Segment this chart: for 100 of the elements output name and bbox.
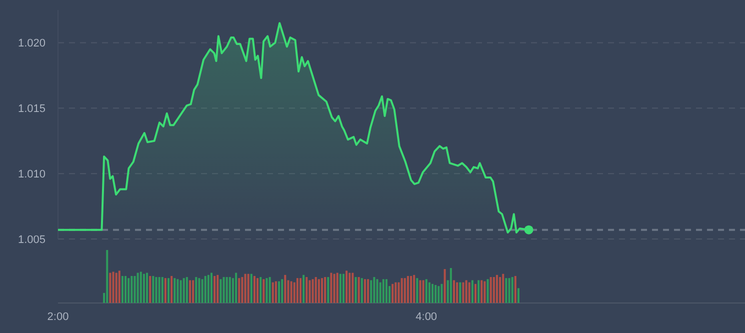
- bar: [222, 277, 225, 303]
- bar: [308, 280, 311, 303]
- bar: [268, 277, 271, 303]
- bar: [164, 278, 166, 303]
- y-tick-label: 1.005: [18, 234, 46, 246]
- bar: [220, 279, 222, 303]
- bar: [192, 280, 194, 303]
- bar: [210, 272, 212, 303]
- bar: [490, 277, 492, 303]
- bar: [250, 274, 252, 303]
- bar: [142, 274, 145, 303]
- bar: [480, 280, 483, 303]
- bar: [379, 282, 382, 303]
- bar: [201, 279, 204, 303]
- bar: [195, 277, 198, 303]
- bar: [204, 276, 206, 303]
- bar: [508, 278, 510, 303]
- bar: [146, 272, 148, 303]
- y-tick-label: 1.015: [18, 102, 46, 115]
- bar: [214, 276, 216, 303]
- bar: [404, 278, 406, 303]
- bar: [136, 272, 139, 303]
- bar: [189, 280, 192, 303]
- bar: [314, 277, 317, 303]
- bar: [505, 278, 508, 303]
- bar: [354, 277, 357, 303]
- bar: [168, 278, 170, 303]
- bar: [484, 281, 486, 303]
- bar: [296, 278, 298, 303]
- y-tick-label: 1.010: [18, 168, 46, 180]
- bar: [413, 274, 416, 303]
- bar: [300, 278, 302, 303]
- bar: [502, 274, 504, 303]
- bar: [336, 272, 338, 303]
- bar: [432, 284, 434, 303]
- bar: [342, 274, 344, 303]
- bar: [496, 274, 498, 303]
- x-tick-label: 4:00: [416, 311, 438, 323]
- bar: [471, 280, 474, 303]
- bar: [174, 278, 176, 303]
- bar: [352, 272, 354, 303]
- bar: [216, 274, 219, 303]
- bar: [186, 277, 188, 303]
- bar: [400, 278, 403, 303]
- bar: [115, 272, 118, 303]
- bar: [244, 274, 246, 303]
- bar: [256, 278, 259, 303]
- bar: [306, 277, 308, 303]
- bar: [392, 284, 394, 303]
- bar: [118, 270, 120, 303]
- bar: [238, 278, 240, 303]
- bar: [462, 282, 464, 303]
- x-tick-label: 2:00: [47, 311, 69, 323]
- bar: [468, 282, 470, 303]
- bar: [440, 284, 443, 303]
- bar: [121, 276, 124, 303]
- bar: [376, 279, 378, 303]
- bar: [176, 279, 179, 303]
- bar: [327, 277, 330, 303]
- bar: [346, 270, 348, 303]
- bar: [370, 280, 372, 303]
- bar: [182, 278, 185, 303]
- bar: [180, 280, 182, 303]
- bar: [478, 280, 480, 303]
- bar: [416, 278, 418, 303]
- bar: [450, 268, 452, 303]
- bar: [128, 278, 130, 303]
- bar: [109, 272, 112, 303]
- bar: [456, 282, 458, 303]
- bar: [330, 272, 332, 303]
- bar: [425, 279, 428, 303]
- bar: [112, 272, 114, 303]
- bar: [394, 282, 397, 303]
- bar: [339, 274, 342, 303]
- bar: [459, 282, 462, 303]
- bar: [260, 277, 262, 303]
- bar: [272, 282, 274, 303]
- bar: [290, 281, 292, 303]
- bar: [124, 276, 127, 303]
- bar: [253, 276, 256, 303]
- bar: [438, 286, 440, 303]
- bar: [266, 278, 268, 303]
- bar: [140, 272, 142, 303]
- bar: [241, 277, 244, 303]
- bar: [228, 277, 231, 303]
- bar: [158, 277, 160, 303]
- bar: [373, 277, 376, 303]
- bar: [382, 279, 384, 303]
- bar: [226, 277, 228, 303]
- bar: [293, 282, 296, 303]
- bar: [428, 282, 430, 303]
- bar: [262, 279, 265, 303]
- bar: [410, 276, 412, 303]
- bar: [517, 288, 520, 303]
- bar: [514, 276, 516, 303]
- bar: [360, 278, 363, 303]
- bar: [422, 280, 424, 303]
- bar: [235, 272, 238, 303]
- bar: [434, 284, 437, 303]
- bar: [318, 279, 320, 303]
